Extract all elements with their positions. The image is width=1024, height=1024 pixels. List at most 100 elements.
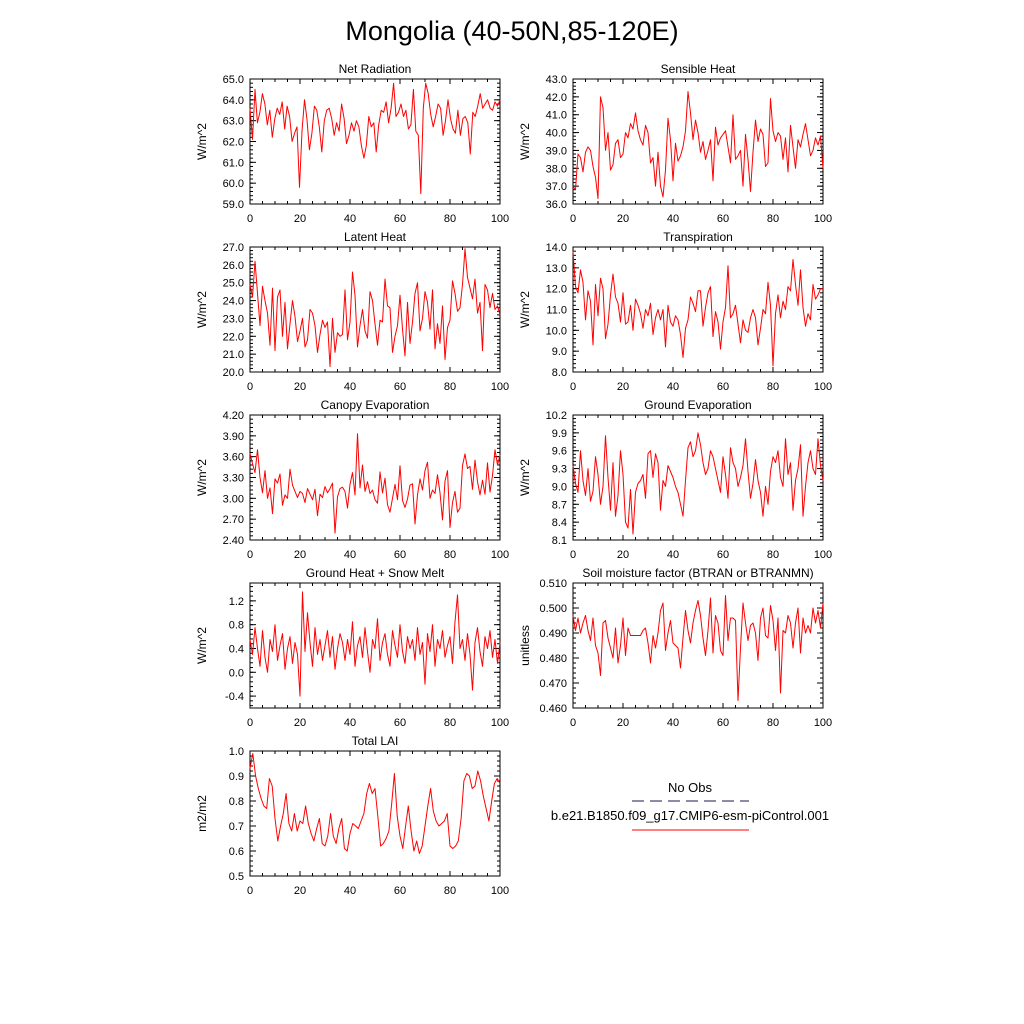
y-tick-label: 23.0 <box>223 313 244 325</box>
y-tick-label: 64.0 <box>223 95 244 107</box>
x-tick-label: 0 <box>570 381 576 393</box>
y-tick-label: 0.460 <box>539 703 567 715</box>
series-line <box>249 82 501 195</box>
panels: Net Radiation W/m^2 0 20 40 60 80 100 59.0 60.0 61… <box>195 62 832 897</box>
x-tick-label: 80 <box>444 213 456 225</box>
x-tick-label: 60 <box>394 381 406 393</box>
y-tick-label: 40.0 <box>546 128 567 140</box>
panel-title: Sensible Heat <box>661 62 736 76</box>
y-tick-label: 9.9 <box>552 428 567 440</box>
y-tick-label: 26.0 <box>223 260 244 272</box>
y-axis-label: W/m^2 <box>195 291 209 328</box>
y-tick-label: 8.4 <box>552 517 567 529</box>
y-tick-label: 63.0 <box>223 116 244 128</box>
x-tick-label: 20 <box>617 213 629 225</box>
x-tick-label: 60 <box>717 717 729 729</box>
y-tick-label: 1.2 <box>229 596 244 608</box>
series-line <box>249 753 501 854</box>
y-tick-label: 25.0 <box>223 278 244 290</box>
y-tick-label: 24.0 <box>223 296 244 308</box>
x-tick-label: 100 <box>814 213 832 225</box>
x-tick-label: 80 <box>444 717 456 729</box>
panel-ground-evaporation: Ground Evaporation W/m^2 0 20 40 60 80 100 8.1 8.… <box>518 398 832 561</box>
y-tick-label: 13.0 <box>546 263 567 275</box>
legend-model-label: b.e21.B1850.f09_g17.CMIP6-esm-piControl.… <box>551 808 829 823</box>
series-line <box>572 432 824 535</box>
x-tick-label: 0 <box>570 717 576 729</box>
y-tick-label: 0.8 <box>229 796 244 808</box>
x-tick-label: 100 <box>491 549 509 561</box>
panel-title: Transpiration <box>663 230 733 244</box>
y-tick-label: 0.510 <box>539 578 567 590</box>
y-tick-label: 2.40 <box>223 535 244 547</box>
x-tick-label: 0 <box>247 213 253 225</box>
panel-latent-heat: Latent Heat W/m^2 0 20 40 60 80 100 20.0 21.0 22.0… <box>195 230 509 393</box>
panel-transpiration: Transpiration W/m^2 0 20 40 60 80 100 8.0 9.0 10.0… <box>518 230 832 393</box>
panel-title: Canopy Evaporation <box>321 398 430 412</box>
x-tick-label: 20 <box>294 885 306 897</box>
y-axis-label: W/m^2 <box>195 627 209 664</box>
x-tick-label: 40 <box>667 213 679 225</box>
y-axis-label: W/m^2 <box>518 291 532 328</box>
x-tick-label: 60 <box>394 213 406 225</box>
y-tick-label: 3.60 <box>223 452 244 464</box>
x-tick-label: 100 <box>491 381 509 393</box>
y-tick-label: 9.6 <box>552 446 567 458</box>
x-tick-label: 60 <box>717 213 729 225</box>
panel-soil-moisture-factor: Soil moisture factor (BTRAN or BTRANMN) u… <box>518 566 832 729</box>
x-tick-label: 100 <box>491 885 509 897</box>
y-tick-label: 0.0 <box>229 667 244 679</box>
x-tick-label: 20 <box>617 549 629 561</box>
y-tick-label: 38.0 <box>546 163 567 175</box>
x-tick-label: 80 <box>767 717 779 729</box>
y-axis-label: W/m^2 <box>518 123 532 160</box>
y-tick-label: 37.0 <box>546 181 567 193</box>
x-tick-label: 80 <box>444 549 456 561</box>
panel-title: Ground Heat + Snow Melt <box>306 566 445 580</box>
x-tick-label: 20 <box>294 717 306 729</box>
y-tick-label: 22.0 <box>223 331 244 343</box>
x-tick-label: 80 <box>767 549 779 561</box>
y-tick-label: 10.0 <box>546 325 567 337</box>
y-tick-label: 0.6 <box>229 846 244 858</box>
panel-canopy-evaporation: Canopy Evaporation W/m^2 0 20 40 60 80 100 2.40 2… <box>195 398 509 561</box>
x-tick-label: 0 <box>247 717 253 729</box>
panel-sensible-heat: Sensible Heat W/m^2 0 20 40 60 80 100 36.0 37.0 38… <box>518 62 832 225</box>
x-tick-label: 40 <box>344 717 356 729</box>
y-axis-label: W/m^2 <box>195 459 209 496</box>
y-tick-label: -0.4 <box>225 691 244 703</box>
y-axis-label: W/m^2 <box>518 459 532 496</box>
x-tick-label: 40 <box>344 885 356 897</box>
series-line <box>249 433 501 534</box>
y-tick-label: 3.00 <box>223 493 244 505</box>
y-tick-label: 11.0 <box>546 305 567 317</box>
y-tick-label: 1.0 <box>229 746 244 758</box>
x-tick-label: 80 <box>444 381 456 393</box>
y-tick-label: 43.0 <box>546 74 567 86</box>
x-tick-label: 20 <box>617 381 629 393</box>
y-tick-label: 60.0 <box>223 178 244 190</box>
x-tick-label: 100 <box>491 213 509 225</box>
y-tick-label: 9.3 <box>552 464 567 476</box>
x-tick-label: 80 <box>767 381 779 393</box>
x-tick-label: 0 <box>247 381 253 393</box>
y-tick-label: 21.0 <box>223 349 244 361</box>
x-tick-label: 40 <box>344 213 356 225</box>
y-tick-label: 0.9 <box>229 771 244 783</box>
y-tick-label: 2.70 <box>223 514 244 526</box>
y-tick-label: 0.8 <box>229 620 244 632</box>
x-tick-label: 60 <box>717 381 729 393</box>
y-tick-label: 9.0 <box>552 481 567 493</box>
y-tick-label: 27.0 <box>223 242 244 254</box>
y-tick-label: 61.0 <box>223 157 244 169</box>
figure-title: Mongolia (40-50N,85-120E) <box>345 16 678 46</box>
y-tick-label: 0.480 <box>539 653 567 665</box>
series-line <box>572 251 823 367</box>
panel-title: Ground Evaporation <box>644 398 751 412</box>
x-tick-label: 60 <box>717 549 729 561</box>
series-line <box>572 91 824 200</box>
series-line <box>249 248 501 368</box>
y-tick-label: 10.2 <box>546 410 567 422</box>
x-tick-label: 40 <box>667 381 679 393</box>
legend: No Obs b.e21.B1850.f09_g17.CMIP6-esm-piC… <box>551 780 829 831</box>
